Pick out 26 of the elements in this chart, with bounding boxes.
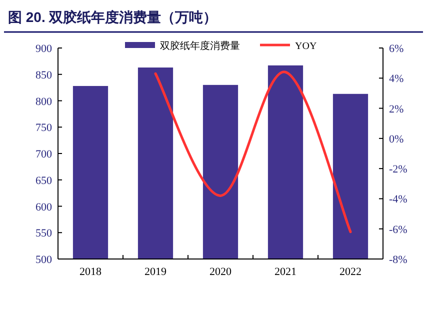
y-tick-label: 550 xyxy=(36,228,52,240)
y-tick-label: 600 xyxy=(36,201,52,214)
x-tick-label: 2022 xyxy=(340,266,362,278)
y-tick-label: 750 xyxy=(36,122,52,134)
y2-tick-label: -2% xyxy=(389,164,408,176)
y2-tick-label: -4% xyxy=(389,194,408,206)
x-tick-label: 2019 xyxy=(144,266,167,278)
x-tick-label: 2021 xyxy=(274,266,296,278)
y-tick-label: 500 xyxy=(36,254,52,266)
y2-tick-label: 2% xyxy=(389,103,404,116)
y2-tick-label: -8% xyxy=(389,254,408,266)
y-tick-label: 650 xyxy=(36,174,52,187)
chart-title: 图 20. 双胶纸年度消费量（万吨） xyxy=(8,9,218,25)
x-tick-label: 2018 xyxy=(80,266,102,278)
y-tick-label: 900 xyxy=(36,43,52,55)
y-tick-label: 850 xyxy=(36,69,52,82)
line-series xyxy=(154,70,352,234)
y-tick-label: 800 xyxy=(36,96,52,108)
y2-tick-label: 0% xyxy=(389,133,404,146)
legend-label: YOY xyxy=(295,41,317,52)
x-tick-label: 2020 xyxy=(210,266,232,278)
y2-tick-label: 6% xyxy=(389,43,404,55)
legend-label: 双胶纸年度消费量 xyxy=(160,40,240,52)
y2-tick-label: 4% xyxy=(389,73,404,86)
y-tick-label: 700 xyxy=(36,148,52,160)
y2-tick-label: -6% xyxy=(389,224,408,236)
